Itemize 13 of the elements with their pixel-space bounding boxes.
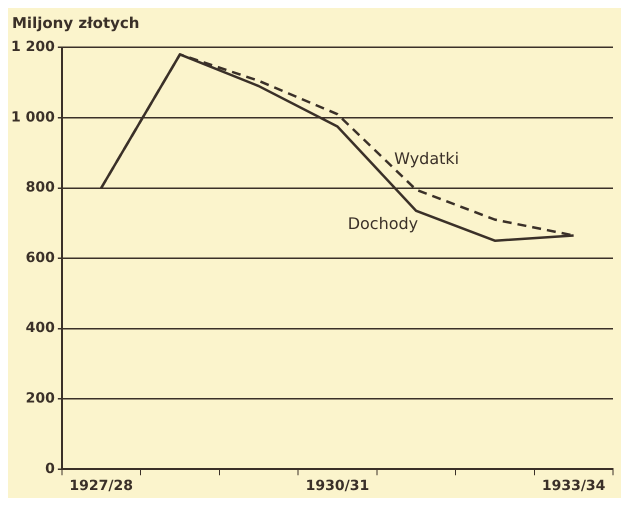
y-tick-label: 800 bbox=[26, 180, 56, 196]
x-tick-label: 1927/28 bbox=[69, 478, 133, 494]
y-tick-label: 0 bbox=[45, 460, 56, 477]
series-label: Dochody bbox=[348, 214, 418, 234]
y-tick-label: 200 bbox=[26, 390, 56, 407]
y-axis-title: Miljony złotych bbox=[11, 13, 140, 34]
x-tick-label: 1933/34 bbox=[542, 478, 606, 494]
y-tick-label: 1 000 bbox=[10, 109, 56, 126]
series-label: Wydatki bbox=[394, 148, 460, 168]
y-tick-label: 1 200 bbox=[10, 39, 56, 56]
x-tick-label: 1930/31 bbox=[306, 478, 370, 494]
y-tick-label: 600 bbox=[26, 250, 56, 266]
y-tick-label: 400 bbox=[26, 320, 56, 336]
